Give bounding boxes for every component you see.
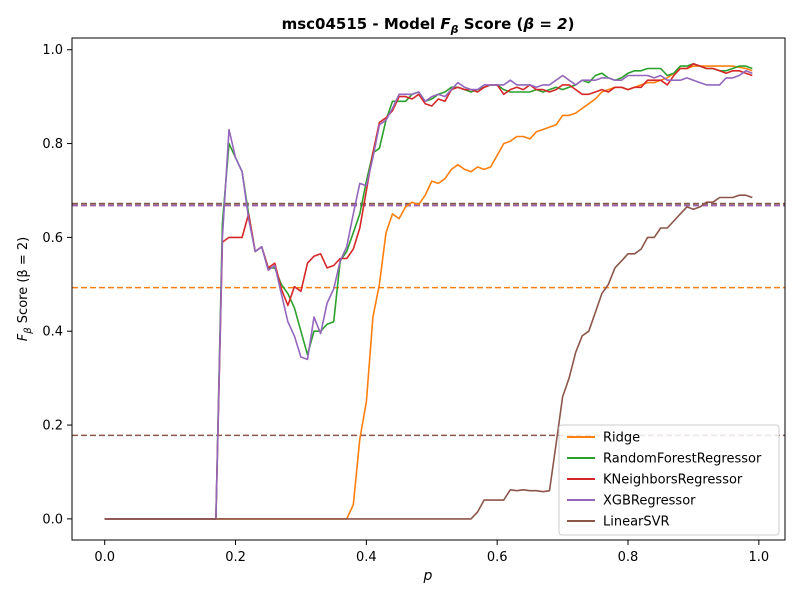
legend-label-randomforestregressor: RandomForestRegressor xyxy=(603,452,762,467)
y-tick-label: 0.8 xyxy=(42,137,63,152)
title-prefix: msc04515 - Model xyxy=(282,15,441,33)
y-axis-label: Fβ Score (β = 2) xyxy=(16,237,34,341)
series-line-ridge xyxy=(104,65,753,520)
x-axis: 0.0 0.2 0.4 0.6 0.8 1.0 xyxy=(94,540,769,565)
y-tick-label: 0.6 xyxy=(42,231,63,246)
legend-label-ridge: Ridge xyxy=(603,431,640,446)
legend-label-linearsvr: LinearSVR xyxy=(603,515,670,530)
x-tick-label: 1.0 xyxy=(748,550,769,565)
y-axis-label-f: F xyxy=(16,333,31,341)
y-tick-label: 0.4 xyxy=(42,325,63,340)
title-f: F xyxy=(440,15,451,33)
series-lines xyxy=(104,62,753,520)
title-close: ) xyxy=(568,15,575,33)
x-tick-label: 0.0 xyxy=(94,550,115,565)
series-line-kneighborsregressor xyxy=(104,62,753,520)
reference-lines xyxy=(72,202,785,437)
y-axis: 0.0 0.2 0.4 0.6 0.8 1.0 xyxy=(42,43,72,527)
y-axis-label-suffix: Score (β = 2) xyxy=(16,237,31,328)
title-beta-subscript: β xyxy=(450,23,459,36)
x-axis-label: p xyxy=(423,568,433,584)
legend-label-xgbregressor: XGBRegressor xyxy=(603,494,696,509)
series-line-randomforestregressor xyxy=(104,62,753,520)
series-line-xgbregressor xyxy=(104,70,753,520)
x-tick-label: 0.8 xyxy=(618,550,639,565)
y-axis-label-sub: β xyxy=(23,327,34,335)
x-tick-label: 0.4 xyxy=(356,550,377,565)
legend-label-kneighborsregressor: KNeighborsRegressor xyxy=(603,473,743,488)
y-tick-label: 1.0 xyxy=(42,43,63,58)
legend: Ridge RandomForestRegressor KNeighborsRegr… xyxy=(558,424,780,536)
title-suffix: Score ( xyxy=(459,15,524,33)
y-tick-label: 0.2 xyxy=(42,419,63,434)
x-tick-label: 0.2 xyxy=(225,550,246,565)
legend-box xyxy=(558,424,780,536)
chart-title: msc04515 - Model Fβ Score (β = 2) xyxy=(282,15,575,36)
y-tick-label: 0.0 xyxy=(42,512,63,527)
plot-frame xyxy=(71,37,786,541)
x-tick-label: 0.6 xyxy=(487,550,508,565)
series-line-linearsvr xyxy=(104,194,753,520)
title-beta: β = 2 xyxy=(522,15,567,33)
